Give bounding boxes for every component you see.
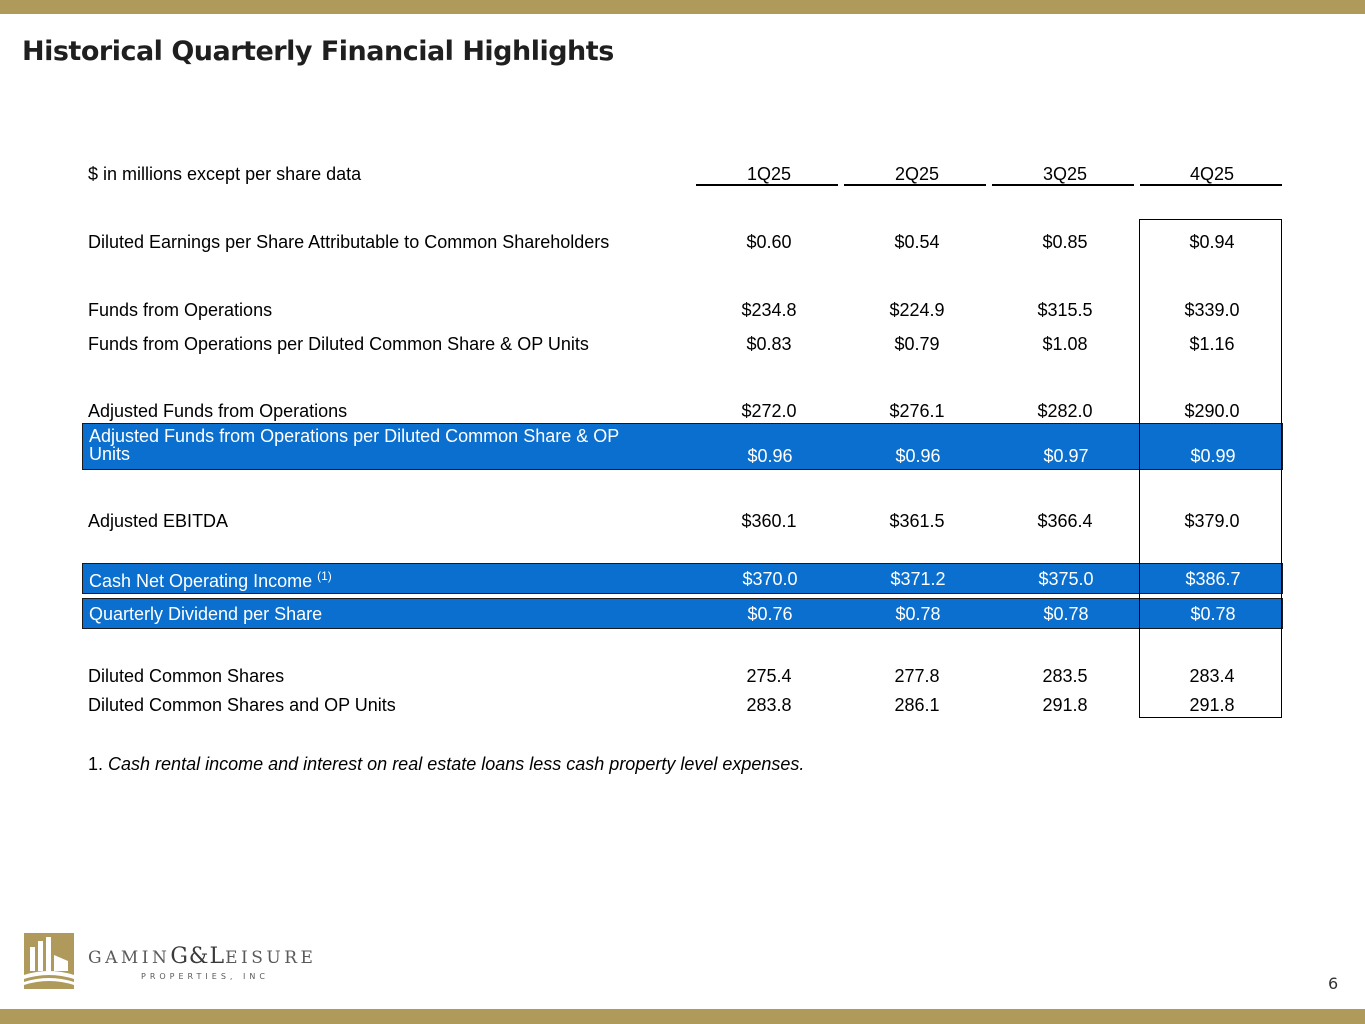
row-label: Diluted Earnings per Share Attributable … (88, 232, 610, 252)
table-row: Funds from Operations per Diluted Common… (82, 332, 1283, 356)
cell-value: $1.16 (1189, 334, 1235, 354)
page-number: 6 (1328, 974, 1339, 993)
table-row: Diluted Earnings per Share Attributable … (82, 230, 1283, 254)
top-accent-bar (0, 0, 1365, 14)
cell-value: $371.2 (890, 569, 946, 589)
header-underline (844, 184, 986, 186)
table-row: Diluted Common Shares and OP Units 283.8… (82, 693, 1283, 717)
table-row: Adjusted Funds from Operations $272.0 $2… (82, 399, 1283, 423)
row-label-line2: Units (89, 444, 131, 464)
row-label: Funds from Operations per Diluted Common… (88, 334, 589, 354)
cell-value: 283.5 (1042, 666, 1088, 686)
col-header-2q25: 2Q25 (894, 164, 940, 184)
logo-word-1: GAMIN (88, 948, 171, 968)
company-logo-text: GAMING&LEISURE (88, 944, 316, 969)
cell-value: $0.78 (1043, 604, 1089, 624)
row-label: Diluted Common Shares and OP Units (88, 695, 396, 715)
table-header-row: $ in millions except per share data 1Q25… (82, 162, 1283, 186)
row-label: Adjusted Funds from Operations per Dilut… (89, 427, 619, 463)
col-header-3q25: 3Q25 (1042, 164, 1088, 184)
table-row: Diluted Common Shares 275.4 277.8 283.5 … (82, 664, 1283, 688)
cell-value: $315.5 (1037, 300, 1093, 320)
table-row: Funds from Operations $234.8 $224.9 $315… (82, 298, 1283, 322)
cell-value: 277.8 (894, 666, 940, 686)
cell-value: $0.78 (895, 604, 941, 624)
row-label-text: Cash Net Operating Income (89, 571, 313, 591)
cell-value: 291.8 (1042, 695, 1088, 715)
cell-value: 283.8 (746, 695, 792, 715)
cell-value: $290.0 (1184, 401, 1240, 421)
table-row-highlighted: Cash Net Operating Income (1) $370.0 $37… (82, 563, 1283, 594)
row-label: Quarterly Dividend per Share (89, 604, 323, 624)
cell-value: $379.0 (1184, 511, 1240, 531)
cell-value: $0.76 (747, 604, 793, 624)
bottom-accent-bar (0, 1009, 1365, 1024)
cell-value: $276.1 (889, 401, 945, 421)
cell-value: $0.85 (1042, 232, 1088, 252)
cell-value: $0.79 (894, 334, 940, 354)
cell-value: $361.5 (889, 511, 945, 531)
cell-value: $370.0 (742, 569, 798, 589)
row-label: Cash Net Operating Income (1) (89, 569, 332, 592)
page-title: Historical Quarterly Financial Highlight… (22, 36, 614, 67)
cell-value: $1.08 (1042, 334, 1088, 354)
cell-value: 291.8 (1189, 695, 1235, 715)
footnote-text: Cash rental income and interest on real … (108, 754, 805, 774)
col-header-1q25: 1Q25 (746, 164, 792, 184)
cell-value: $339.0 (1184, 300, 1240, 320)
cell-value: $224.9 (889, 300, 945, 320)
cell-value: $0.96 (747, 446, 793, 466)
cell-value: $0.96 (895, 446, 941, 466)
header-underline (1140, 184, 1282, 186)
footnote: 1. Cash rental income and interest on re… (88, 754, 804, 775)
cell-value: $234.8 (741, 300, 797, 320)
cell-value: $0.54 (894, 232, 940, 252)
logo-word-2: EISURE (225, 948, 317, 968)
cell-value: $282.0 (1037, 401, 1093, 421)
cell-value: $360.1 (741, 511, 797, 531)
cell-value: 283.4 (1189, 666, 1235, 686)
logo-word-mid: G&L (170, 944, 226, 969)
cell-value: $0.83 (746, 334, 792, 354)
row-label: Funds from Operations (88, 300, 273, 320)
cell-value: 286.1 (894, 695, 940, 715)
table-row-highlighted: Adjusted Funds from Operations per Dilut… (82, 423, 1283, 470)
header-underline (696, 184, 838, 186)
cell-value: $0.94 (1189, 232, 1235, 252)
cell-value: $0.60 (746, 232, 792, 252)
row-label: Adjusted Funds from Operations (88, 401, 348, 421)
cell-value: $0.78 (1190, 604, 1236, 624)
units-label: $ in millions except per share data (88, 164, 362, 184)
cell-value: $386.7 (1185, 569, 1241, 589)
row-label-line1: Adjusted Funds from Operations per Dilut… (89, 426, 620, 446)
header-underline (992, 184, 1134, 186)
latest-quarter-outline (1139, 219, 1282, 718)
table-row-highlighted: Quarterly Dividend per Share $0.76 $0.78… (82, 598, 1283, 629)
col-header-4q25: 4Q25 (1189, 164, 1235, 184)
cell-value: $0.97 (1043, 446, 1089, 466)
table-row: Adjusted EBITDA $360.1 $361.5 $366.4 $37… (82, 509, 1283, 533)
cell-value: $272.0 (741, 401, 797, 421)
cell-value: $375.0 (1038, 569, 1094, 589)
cell-value: $0.99 (1190, 446, 1236, 466)
row-label: Adjusted EBITDA (88, 511, 229, 531)
company-logo-icon (24, 933, 74, 989)
company-logo-subtitle: PROPERTIES, INC (141, 972, 269, 981)
footnote-ref: (1) (317, 569, 332, 583)
cell-value: 275.4 (746, 666, 792, 686)
footnote-number: 1. (88, 754, 104, 774)
row-label: Diluted Common Shares (88, 666, 285, 686)
cell-value: $366.4 (1037, 511, 1093, 531)
